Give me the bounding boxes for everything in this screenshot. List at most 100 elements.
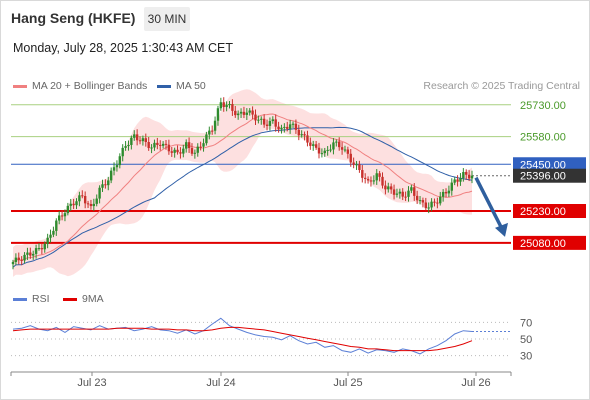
candle-body xyxy=(378,173,381,177)
candle-body xyxy=(130,137,133,145)
candle-body xyxy=(456,179,459,182)
candle-body xyxy=(358,164,361,171)
candle-body xyxy=(363,177,367,179)
candle-body xyxy=(274,119,277,127)
level-label-25730.00: 25730.00 xyxy=(520,100,566,112)
candle-body xyxy=(86,203,90,205)
candle-body xyxy=(239,111,243,114)
legend-ma50-label: MA 50 xyxy=(176,80,206,92)
candle-body xyxy=(413,187,416,196)
candle-body xyxy=(179,152,182,154)
candle-body xyxy=(37,248,41,250)
candle-body xyxy=(251,110,254,115)
rsi-tick-50: 50 xyxy=(520,334,532,346)
legend-ma20-swatch xyxy=(13,84,27,88)
candle-body xyxy=(52,230,55,235)
candle-body xyxy=(81,195,84,197)
candle-body xyxy=(216,108,220,121)
candle-body xyxy=(98,187,101,199)
candle-body xyxy=(427,207,430,209)
candle-body xyxy=(23,254,26,261)
ma20-line xyxy=(12,113,473,263)
candle-body xyxy=(124,146,127,148)
candle-body xyxy=(72,203,75,206)
legend-rsi-swatch xyxy=(13,297,27,301)
candle-body xyxy=(95,198,98,204)
candle-body xyxy=(208,130,211,135)
candle-body xyxy=(199,146,202,148)
bollinger-band xyxy=(13,89,472,277)
candle-body xyxy=(225,105,228,108)
instrument-title: Hang Seng (HKFE) xyxy=(11,10,136,26)
candle-body xyxy=(161,143,165,146)
candle-body xyxy=(441,191,445,197)
candle-body xyxy=(17,257,20,260)
candle-body xyxy=(190,148,194,154)
level-box-25230.00 xyxy=(513,204,586,218)
candle-body xyxy=(361,170,364,178)
candle-body xyxy=(352,162,355,165)
candle-body xyxy=(196,146,199,153)
candle-body xyxy=(265,124,269,126)
candle-body xyxy=(185,142,188,149)
candle-body xyxy=(167,144,171,152)
candles xyxy=(11,97,474,270)
candle-body xyxy=(205,134,208,144)
legend-9ma: 9MA xyxy=(63,293,104,305)
candle-body xyxy=(32,253,35,256)
candle-body xyxy=(286,126,289,129)
legend-9ma-label: 9MA xyxy=(82,293,104,305)
candle-body xyxy=(20,259,23,261)
candle-body xyxy=(121,147,124,157)
candle-body xyxy=(248,110,251,113)
candle-body xyxy=(135,134,139,141)
candle-body xyxy=(459,178,462,182)
level-label-25230.00: 25230.00 xyxy=(520,206,566,218)
candle-body xyxy=(57,215,61,221)
candle-body xyxy=(340,147,344,150)
candle-body xyxy=(300,134,303,136)
x-tick-label-3: Jul 26 xyxy=(461,377,490,389)
candle-body xyxy=(254,114,257,121)
forecast-arrow-shaft xyxy=(474,176,504,230)
legend-ma20: MA 20 + Bollinger Bands xyxy=(13,80,147,92)
candle-body xyxy=(104,184,107,186)
candle-body xyxy=(430,201,433,208)
level-label-25450.00: 25450.00 xyxy=(520,159,566,171)
candle-body xyxy=(202,143,205,147)
candle-body xyxy=(447,190,451,194)
candle-body xyxy=(112,167,116,171)
candle-body xyxy=(444,191,448,194)
candle-body xyxy=(467,174,471,179)
candle-body xyxy=(118,156,122,166)
x-tick-label-2: Jul 25 xyxy=(333,377,362,389)
candle-body xyxy=(297,129,300,136)
candle-body xyxy=(231,104,234,111)
candle-body xyxy=(40,248,44,250)
level-box-25396.00 xyxy=(513,168,586,183)
candle-body xyxy=(109,170,113,181)
candle-body xyxy=(453,179,456,183)
candle-body xyxy=(173,149,176,153)
candle-body xyxy=(323,150,326,154)
candle-body xyxy=(55,220,58,231)
candle-body xyxy=(375,173,378,181)
level-box-25450.00 xyxy=(513,157,586,172)
candle-body xyxy=(262,118,266,125)
candle-body xyxy=(338,141,341,148)
candle-body xyxy=(83,196,87,204)
candle-body xyxy=(245,112,249,115)
candle-body xyxy=(462,172,465,179)
candle-body xyxy=(410,187,413,191)
candle-body xyxy=(404,196,407,198)
candle-body xyxy=(164,143,168,145)
candle-body xyxy=(436,202,439,204)
timeframe-badge[interactable]: 30 MIN xyxy=(144,7,190,31)
candle-body xyxy=(465,172,468,175)
level-label-25080.00: 25080.00 xyxy=(520,238,566,250)
candle-body xyxy=(332,142,335,150)
candle-body xyxy=(326,149,329,151)
candle-body xyxy=(439,196,442,204)
candle-body xyxy=(450,182,453,191)
candle-body xyxy=(395,193,399,195)
